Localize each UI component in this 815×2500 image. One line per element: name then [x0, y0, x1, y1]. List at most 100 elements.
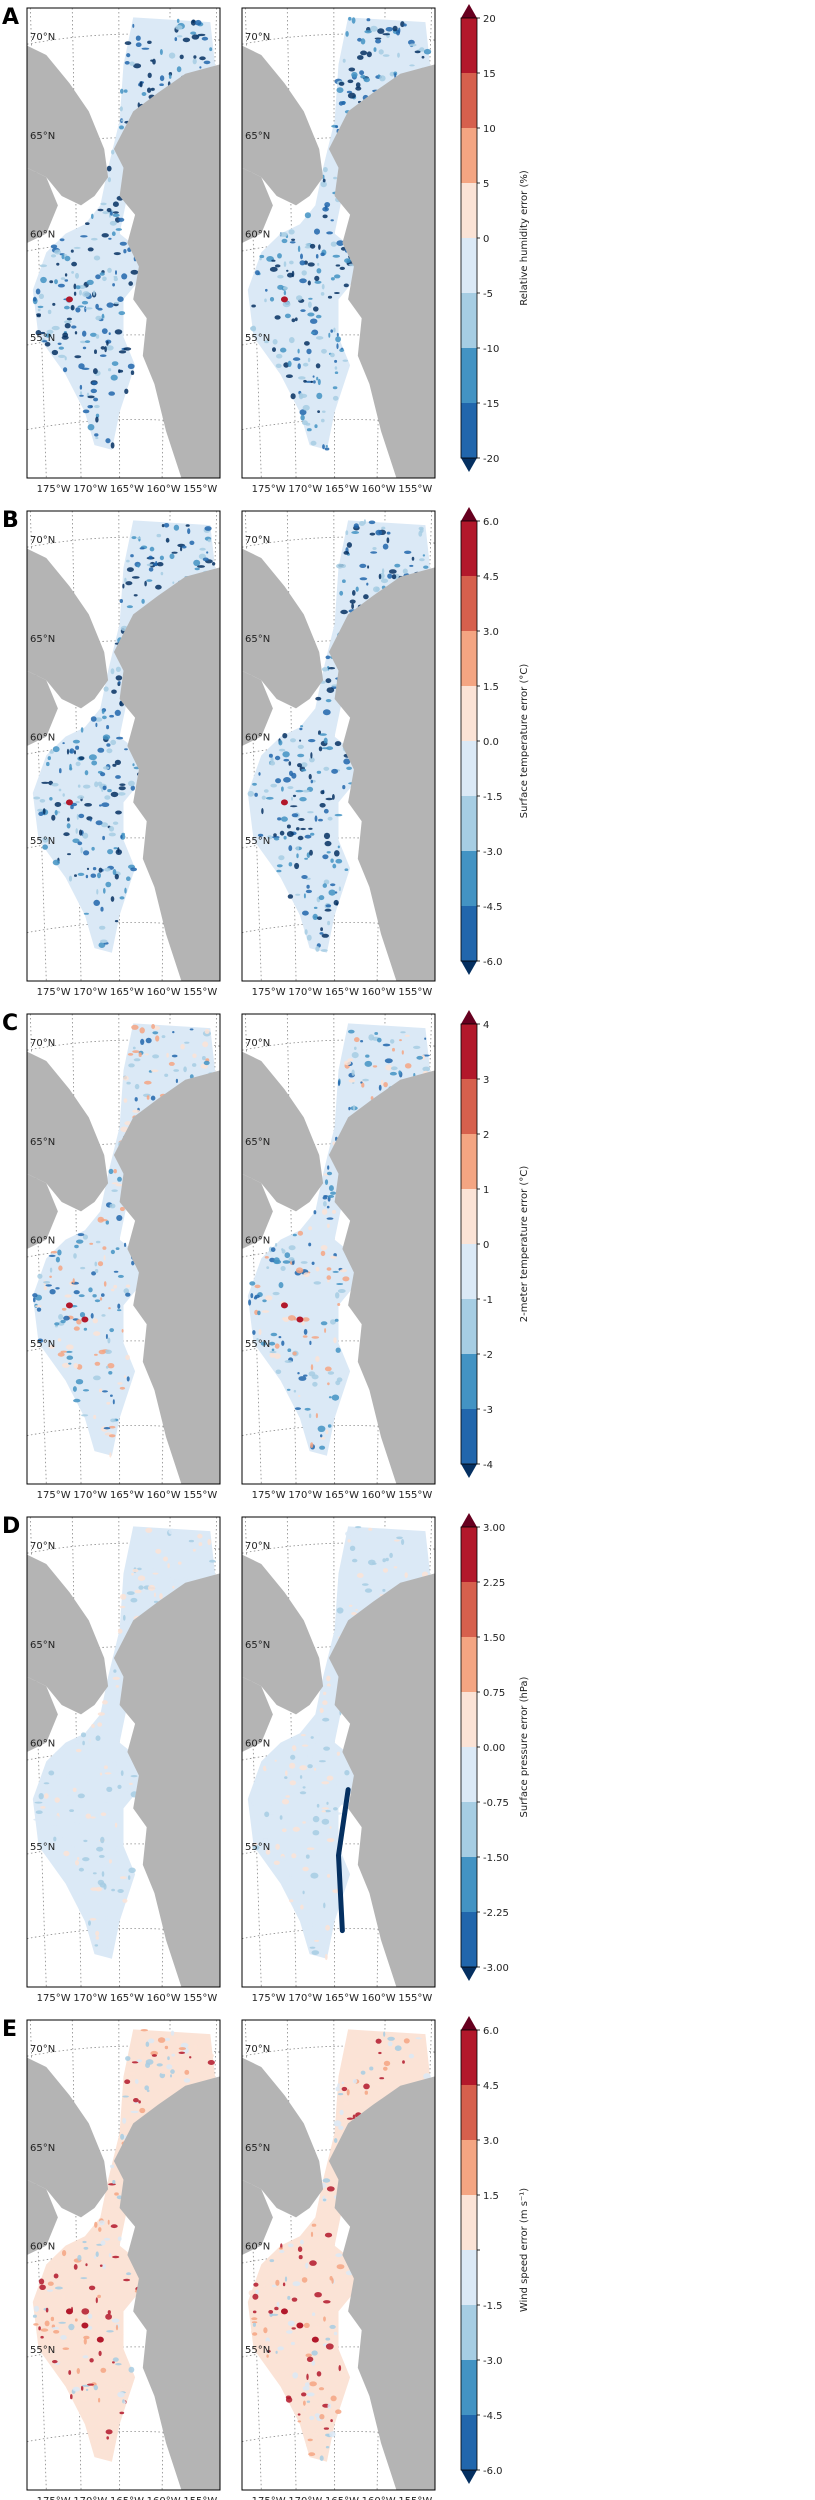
error-speckle [307, 357, 311, 363]
error-speckle [166, 2064, 173, 2070]
error-speckle [311, 2350, 318, 2356]
error-speckle [252, 782, 257, 786]
error-speckle [151, 1024, 156, 1029]
error-speckle [123, 1614, 126, 1621]
error-speckle [51, 782, 59, 787]
error-speckle [321, 933, 329, 938]
colorbar-bin [461, 2140, 477, 2195]
error-speckle [111, 361, 119, 366]
error-speckle [334, 1812, 342, 1815]
error-speckle [272, 347, 276, 352]
error-speckle [75, 745, 80, 750]
error-speckle [338, 101, 344, 106]
error-speckle [75, 1379, 84, 1385]
colorbar-tick-label: -2.25 [483, 1908, 509, 1919]
error-speckle [85, 874, 89, 879]
error-speckle [76, 1239, 84, 1244]
error-speckle [75, 1748, 82, 1753]
error-speckle [101, 1314, 106, 1317]
error-speckle [131, 1024, 139, 1030]
error-speckle [139, 547, 145, 550]
error-speckle [86, 279, 94, 285]
error-speckle [122, 2095, 129, 2098]
error-speckle [383, 2031, 386, 2037]
error-speckle [117, 1889, 124, 1893]
error-speckle [287, 2295, 291, 2300]
error-speckle [323, 1691, 327, 1696]
error-speckle [156, 533, 162, 538]
error-speckle [103, 1255, 106, 1261]
error-speckle [132, 1109, 141, 1113]
error-speckle [87, 395, 95, 399]
error-speckle [44, 2320, 50, 2327]
error-speckle [189, 1028, 194, 1031]
error-speckle [299, 1765, 308, 1771]
error-speckle [345, 530, 349, 535]
error-speckle [351, 603, 354, 610]
error-speckle [166, 1052, 169, 1058]
error-speckle [62, 1362, 70, 1368]
latitude-label: 65°N [245, 1640, 270, 1651]
error-speckle [375, 2082, 383, 2087]
error-speckle [302, 1317, 310, 1322]
error-speckle [66, 823, 71, 829]
landmass [27, 2179, 58, 2255]
error-speckle [82, 2355, 89, 2359]
error-speckle [72, 1386, 77, 1392]
error-speckle [117, 792, 126, 796]
error-speckle [387, 2036, 395, 2041]
error-speckle [54, 279, 58, 285]
error-speckle [288, 1315, 296, 1321]
error-speckle [297, 2420, 302, 2423]
error-speckle [323, 1869, 331, 1873]
error-speckle [335, 264, 341, 267]
error-speckle [317, 1789, 320, 1794]
error-hotspot [65, 2308, 73, 2315]
error-speckle [64, 323, 71, 329]
error-speckle [275, 1369, 282, 1375]
error-speckle [83, 912, 89, 915]
error-speckle [346, 2117, 354, 2120]
error-speckle [352, 1558, 358, 1563]
latitude-label: 65°N [245, 1137, 270, 1148]
longitude-label: 175°W [37, 1993, 71, 2004]
error-speckle [49, 1267, 53, 1273]
error-speckle [309, 1754, 313, 1761]
error-speckle [115, 2324, 119, 2331]
colorbar-extend-min [461, 961, 477, 975]
error-speckle [311, 1950, 320, 1955]
error-speckle [169, 1577, 175, 1583]
land [27, 1554, 220, 1987]
error-speckle [98, 2220, 105, 2226]
error-speckle [80, 2396, 89, 2403]
error-speckle [401, 1050, 404, 1055]
error-speckle [314, 228, 320, 235]
error-speckle [369, 2066, 374, 2071]
error-speckle [108, 237, 112, 240]
error-speckle [309, 849, 313, 856]
error-speckle [75, 1860, 79, 1866]
error-speckle [327, 1165, 330, 1170]
error-speckle [281, 786, 284, 792]
error-speckle [299, 1791, 307, 1795]
error-speckle [115, 666, 121, 672]
error-speckle [46, 761, 50, 767]
error-speckle [325, 2337, 331, 2341]
error-speckle [310, 1736, 314, 1739]
error-speckle [309, 757, 315, 763]
colorbar-tick-label: 3 [483, 1075, 489, 1086]
latitude-label: 70°N [245, 2044, 270, 2055]
error-speckle [134, 1097, 138, 1102]
error-speckle [79, 1312, 86, 1318]
error-speckle [342, 359, 349, 362]
longitude-label: 155°W [183, 987, 217, 998]
error-speckle [115, 1247, 120, 1250]
error-speckle [66, 1774, 71, 1780]
map-frame [26, 7, 221, 479]
error-speckle [115, 775, 121, 779]
error-speckle [137, 563, 140, 568]
error-speckle [111, 149, 115, 155]
error-speckle [315, 1413, 318, 1419]
error-speckle [334, 1318, 339, 1322]
error-speckle [116, 1215, 123, 1221]
